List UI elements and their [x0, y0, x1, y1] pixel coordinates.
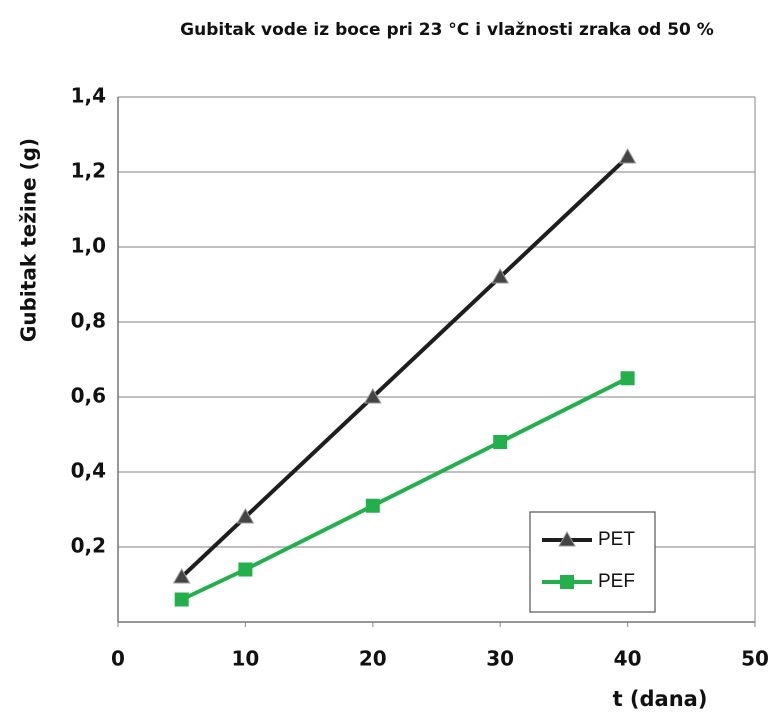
- legend-label: PET: [598, 529, 635, 550]
- chart-title: Gubitak vode iz boce pri 23 °C i vlažnos…: [180, 20, 714, 40]
- point: [493, 435, 508, 449]
- x-tick-label: 40: [614, 647, 642, 671]
- legend-marker: [558, 530, 576, 547]
- y-tick-label: 0,4: [71, 459, 106, 483]
- legend-label: PEF: [598, 571, 635, 592]
- x-tick-label: 30: [486, 647, 514, 671]
- y-tick-label: 0,8: [71, 309, 106, 333]
- point: [172, 567, 191, 584]
- point: [236, 507, 255, 524]
- point: [620, 371, 635, 386]
- y-tick-label: 0,2: [71, 534, 106, 558]
- point: [238, 562, 253, 577]
- y-tick-label: 1,2: [71, 159, 106, 183]
- y-axis-label: Gubitak težine (g): [17, 138, 41, 342]
- x-tick-label: 50: [741, 647, 769, 671]
- x-tick-label: 20: [359, 647, 387, 671]
- x-axis-label: t (dana): [613, 687, 708, 711]
- point: [363, 387, 382, 404]
- legend: [529, 511, 656, 613]
- point: [365, 498, 380, 513]
- y-tick-label: 1,0: [71, 234, 106, 258]
- x-tick-label: 0: [111, 647, 125, 671]
- y-tick-label: 1,4: [71, 84, 106, 108]
- y-tick-label: 0,6: [71, 384, 106, 408]
- x-tick-label: 10: [231, 647, 259, 671]
- point: [174, 592, 189, 607]
- point: [618, 147, 637, 164]
- legend-marker: [560, 575, 574, 589]
- point: [491, 267, 510, 284]
